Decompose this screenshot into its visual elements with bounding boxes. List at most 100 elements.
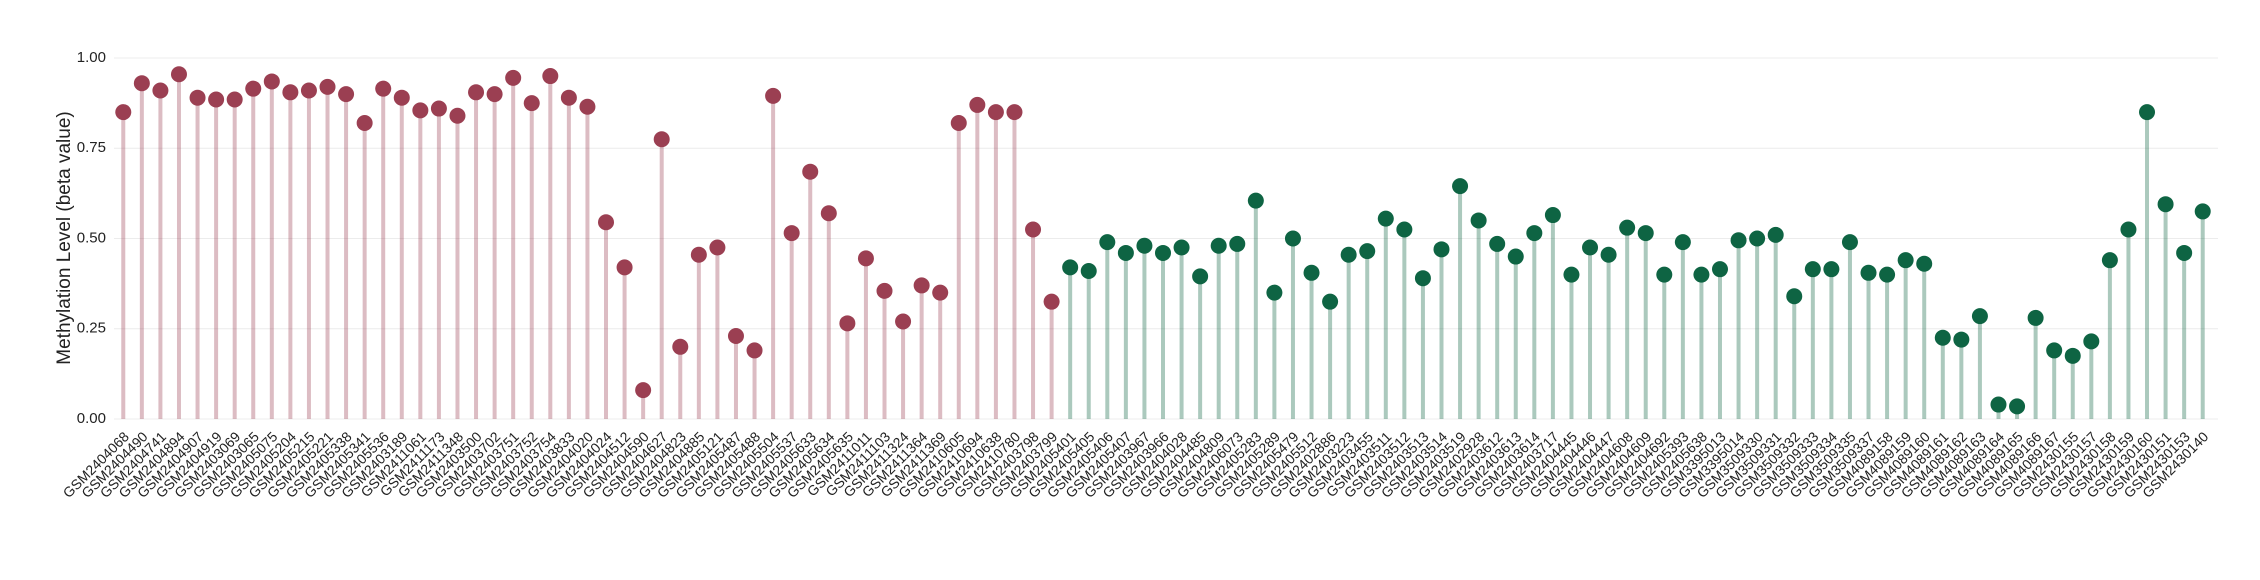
dot: [1452, 178, 1469, 195]
dot: [727, 327, 744, 344]
dot: [1804, 261, 1821, 278]
dot: [709, 239, 726, 256]
dot: [300, 82, 317, 99]
dot: [598, 214, 615, 231]
dot: [170, 66, 187, 83]
dot: [1990, 396, 2007, 413]
dot: [2101, 252, 2118, 269]
y-tick-label: 0.50: [77, 229, 106, 246]
dot: [1489, 235, 1506, 252]
dot: [2194, 203, 2211, 220]
dot: [1266, 284, 1283, 301]
y-axis-title: Methylation Level (beta value): [54, 111, 75, 364]
dot: [690, 246, 707, 263]
dot: [1099, 234, 1116, 251]
dot: [2046, 342, 2063, 359]
dot: [1971, 308, 1988, 325]
dot: [1192, 268, 1209, 285]
dot: [2064, 347, 2081, 364]
dot: [1229, 235, 1246, 252]
y-tick-label: 0.25: [77, 320, 106, 337]
dot: [635, 382, 652, 399]
dot: [1711, 261, 1728, 278]
dot: [1544, 207, 1561, 224]
dot: [616, 259, 633, 276]
dot: [1841, 234, 1858, 251]
dot: [987, 104, 1004, 121]
dot: [356, 114, 373, 131]
dot: [1637, 225, 1654, 242]
dot: [560, 89, 577, 106]
dot: [1860, 264, 1877, 281]
dot: [1006, 104, 1023, 121]
dot: [1136, 237, 1153, 254]
dot: [1025, 221, 1042, 238]
dot: [282, 84, 299, 101]
dot: [1582, 239, 1599, 256]
dot: [1656, 266, 1673, 283]
dot: [746, 342, 763, 359]
dot: [2157, 196, 2174, 213]
dot: [1767, 226, 1784, 243]
dot: [393, 89, 410, 106]
dot: [1173, 239, 1190, 256]
dot: [208, 91, 225, 108]
dot: [2139, 104, 2156, 121]
dot: [2009, 398, 2026, 415]
dot: [226, 91, 243, 108]
dot: [1340, 246, 1357, 263]
dot: [449, 107, 466, 124]
dot: [783, 225, 800, 242]
dot: [672, 338, 689, 355]
dot: [1563, 266, 1580, 283]
dot: [1507, 248, 1524, 265]
dot: [189, 89, 206, 106]
dot: [1786, 288, 1803, 305]
dot: [1749, 230, 1766, 247]
dot: [1600, 246, 1617, 263]
dot: [765, 87, 782, 104]
dot: [468, 84, 485, 101]
dot: [1470, 212, 1487, 229]
dot: [430, 100, 447, 117]
dot: [2176, 244, 2193, 261]
dot: [579, 98, 596, 115]
dot: [1414, 270, 1431, 287]
dot: [1247, 192, 1264, 209]
dot: [913, 277, 930, 294]
dot: [133, 75, 150, 92]
dot: [1526, 225, 1543, 242]
dot: [2120, 221, 2137, 238]
y-tick-label: 1.00: [77, 49, 106, 66]
dot: [2027, 309, 2044, 326]
dot: [412, 102, 429, 119]
dot: [338, 86, 355, 103]
dot: [1674, 234, 1691, 251]
dot: [1433, 241, 1450, 258]
dot: [115, 104, 132, 121]
dot: [1693, 266, 1710, 283]
dot: [820, 205, 837, 222]
dot: [152, 82, 169, 99]
y-tick-label: 0.75: [77, 139, 106, 156]
dot: [1377, 210, 1394, 227]
dot: [319, 78, 336, 95]
dot: [1879, 266, 1896, 283]
dot: [802, 163, 819, 180]
dot: [1062, 259, 1079, 276]
dot: [1155, 244, 1171, 261]
dot: [1916, 255, 1933, 272]
dot: [2083, 333, 2100, 350]
dot: [876, 282, 893, 299]
dot: [932, 284, 949, 301]
dot: [1619, 219, 1636, 236]
dot: [1322, 293, 1339, 310]
dot: [1823, 261, 1840, 278]
dot: [950, 114, 967, 131]
dot: [1897, 252, 1914, 269]
dot: [1730, 232, 1747, 249]
dot: [1934, 329, 1951, 346]
dot: [486, 86, 503, 103]
dot: [1284, 230, 1301, 247]
dot: [1117, 244, 1134, 261]
